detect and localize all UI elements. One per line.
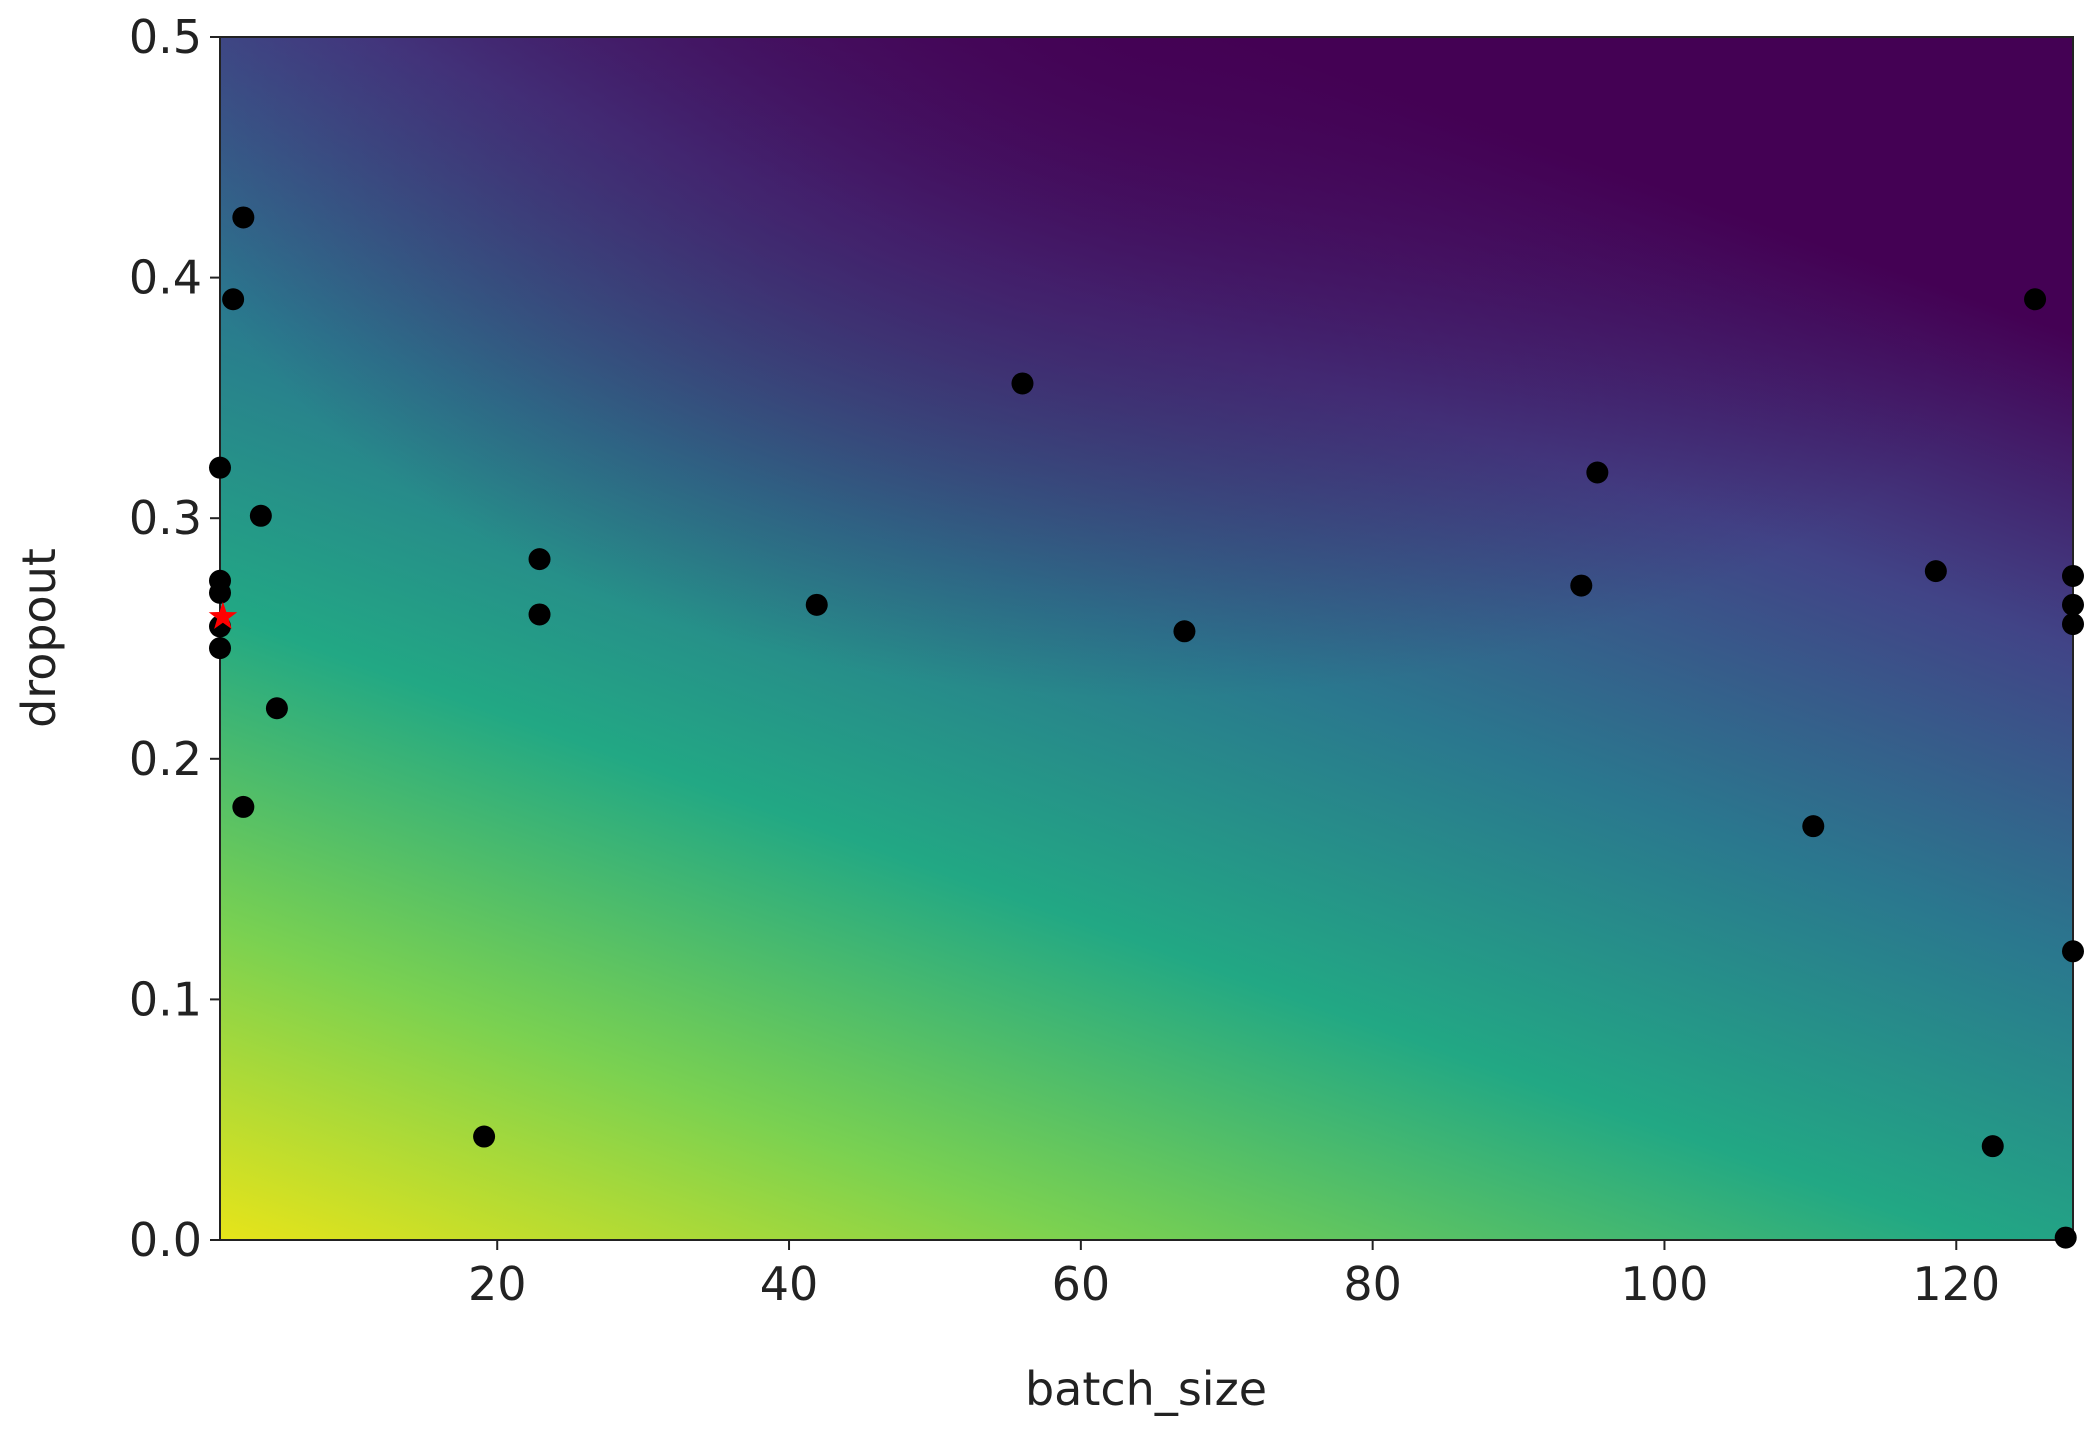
scatter-point <box>2024 288 2047 311</box>
best-point <box>208 601 238 629</box>
scatter-point <box>2054 1226 2077 1249</box>
y-tick-label: 0.3 <box>129 491 202 545</box>
contour-shade <box>220 37 2073 1240</box>
scatter-point <box>209 637 231 660</box>
x-tick-label: 100 <box>1621 1257 1709 1311</box>
y-tick-label: 0.1 <box>129 972 202 1026</box>
scatter-point <box>209 456 231 479</box>
scatter-point <box>1924 560 1947 583</box>
scatter-point <box>1586 461 1609 484</box>
scatter-point <box>2062 613 2084 636</box>
scatter-point <box>1011 372 1034 395</box>
scatter-point <box>2062 564 2084 587</box>
scatter-point <box>805 593 828 616</box>
scatter-point <box>1802 815 1825 838</box>
scatter-point <box>232 795 255 818</box>
y-tick-label: 0.5 <box>129 10 202 64</box>
x-tick-label: 80 <box>1343 1257 1402 1311</box>
x-tick-label: 20 <box>468 1257 527 1311</box>
scatter-point <box>528 548 551 571</box>
y-tick-label: 0.0 <box>129 1213 202 1267</box>
x-axis-label: batch_size <box>1025 1362 1267 1416</box>
scatter-point <box>1173 620 1196 643</box>
scatter-point <box>249 504 272 527</box>
x-tick-label: 40 <box>760 1257 819 1311</box>
scatter-point <box>1981 1135 2004 1158</box>
scatter-point <box>528 603 551 626</box>
y-tick-label: 0.2 <box>129 732 202 786</box>
y-tick-label: 0.4 <box>129 251 202 305</box>
scatter-point <box>232 206 255 229</box>
x-tick-label: 60 <box>1052 1257 1111 1311</box>
scatter-point <box>2062 593 2084 616</box>
scatter-point <box>265 697 288 720</box>
y-axis-label: dropout <box>12 548 66 728</box>
scatter-point <box>473 1125 496 1148</box>
scatter-point <box>2062 940 2084 963</box>
scatter-point <box>209 581 231 604</box>
x-tick-label: 120 <box>1912 1257 2000 1311</box>
scatter-point <box>222 288 245 311</box>
scatter-point <box>1570 574 1593 597</box>
